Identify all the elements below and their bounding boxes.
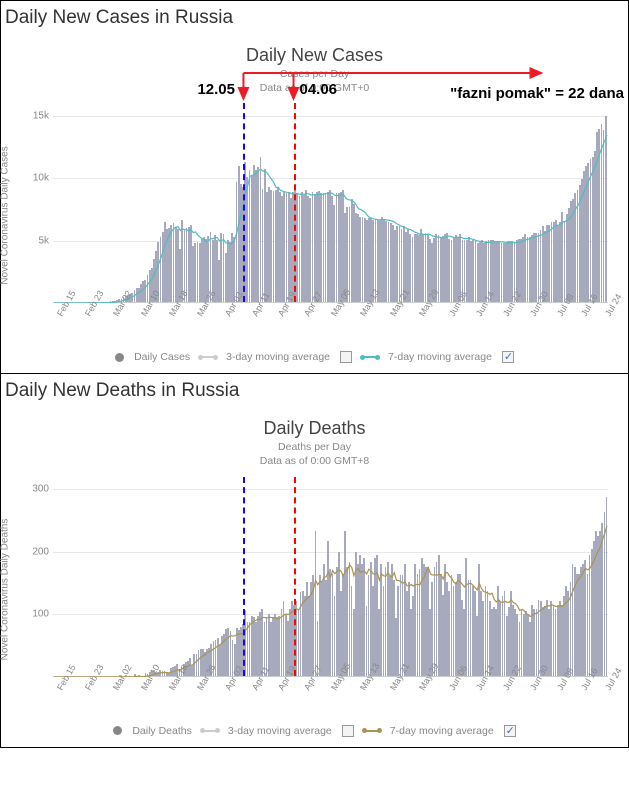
legend-7day[interactable]: 7-day moving average: [388, 351, 492, 363]
deaths-panel: Daily New Deaths in Russia Daily Deaths …: [0, 373, 629, 747]
deaths-chart-title: Daily Deaths: [21, 418, 608, 439]
legend-3day[interactable]: 3-day moving average: [228, 725, 332, 737]
legend-checkbox-7d[interactable]: ✓: [502, 351, 514, 363]
cases-panel-title: Daily New Cases in Russia: [1, 1, 628, 35]
cases-plot: Novel Coronavirus Daily Cases 5k10k15k12…: [21, 103, 608, 317]
deaths-plot: Novel Coronavirus Daily Deaths 100200300…: [21, 477, 608, 691]
legend-checkbox-3d[interactable]: [342, 725, 354, 737]
legend-daily-deaths[interactable]: Daily Deaths: [132, 725, 192, 737]
legend-checkbox-3d[interactable]: [340, 351, 352, 363]
legend-line-icon: [200, 356, 216, 358]
legend-line-icon: [202, 730, 218, 732]
legend-line7-icon: [364, 730, 380, 732]
cases-legend: Daily Cases 3-day moving average 7-day m…: [21, 351, 608, 363]
legend-daily-cases[interactable]: Daily Cases: [134, 351, 190, 363]
legend-line7-icon: [362, 356, 378, 358]
deaths-chart-sub: Deaths per DayData as of 0:00 GMT+8: [21, 441, 608, 468]
deaths-legend: Daily Deaths 3-day moving average 7-day …: [21, 725, 608, 737]
deaths-panel-title: Daily New Deaths in Russia: [1, 374, 628, 408]
legend-3day[interactable]: 3-day moving average: [226, 351, 330, 363]
cases-chart: Daily New Cases Cases per DayData as of …: [1, 35, 628, 373]
legend-7day[interactable]: 7-day moving average: [390, 725, 494, 737]
deaths-ylabel: Novel Coronavirus Daily Deaths: [0, 518, 11, 660]
cases-ylabel: Novel Coronavirus Daily Cases: [0, 147, 11, 285]
legend-dot-icon: [113, 726, 122, 735]
deaths-chart: Daily Deaths Deaths per DayData as of 0:…: [1, 408, 628, 746]
legend-checkbox-7d[interactable]: ✓: [504, 725, 516, 737]
legend-dot-icon: [115, 353, 124, 362]
cases-panel: Daily New Cases in Russia Daily New Case…: [0, 0, 629, 374]
